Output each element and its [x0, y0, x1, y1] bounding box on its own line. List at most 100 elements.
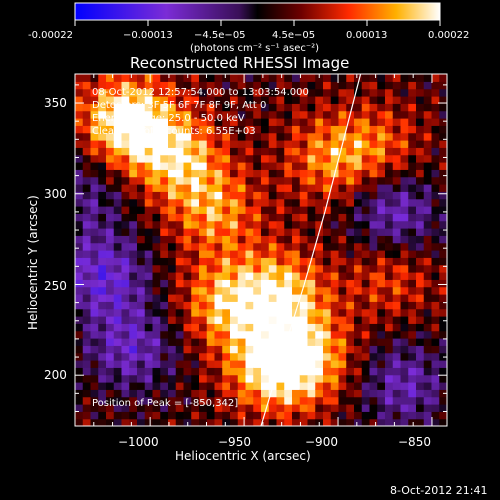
heatmap-cell: [75, 140, 84, 148]
x-tick-label-2: −950: [218, 435, 251, 449]
heatmap-cell: [137, 345, 146, 354]
heatmap-cell: [377, 316, 386, 324]
heatmap-cell: [183, 389, 192, 398]
heatmap-cell: [113, 360, 123, 368]
heatmap-cell: [346, 338, 355, 346]
heatmap-cell: [330, 272, 340, 280]
heatmap-cell: [431, 140, 440, 148]
heatmap-cell: [222, 389, 231, 398]
heatmap-cell: [268, 279, 278, 288]
heatmap-cell: [284, 169, 293, 178]
heatmap-cell: [292, 301, 301, 310]
heatmap-cell: [206, 330, 216, 339]
heatmap-cell: [175, 330, 185, 339]
heatmap-cell: [385, 279, 394, 288]
heatmap-cell: [98, 367, 107, 376]
heatmap-cell: [214, 154, 223, 163]
heatmap-cell: [222, 140, 231, 148]
heatmap-cell: [113, 382, 123, 390]
heatmap-cell: [75, 367, 84, 376]
heatmap-cell: [423, 103, 433, 112]
heatmap-cell: [284, 411, 293, 420]
heatmap-cell: [377, 242, 386, 251]
heatmap-cell: [230, 103, 239, 112]
heatmap-cell: [106, 301, 115, 310]
heatmap-cell: [284, 235, 293, 244]
heatmap-cell: [284, 132, 293, 141]
heatmap-cell: [206, 213, 216, 222]
heatmap-cell: [160, 235, 169, 244]
heatmap-cell: [431, 396, 440, 405]
heatmap-cell: [323, 286, 332, 295]
heatmap-cell: [206, 404, 216, 412]
heatmap-cell: [276, 184, 285, 192]
heatmap-cell: [385, 162, 394, 170]
heatmap-cell: [191, 352, 200, 361]
heatmap-cell: [330, 125, 340, 134]
heatmap-cell: [284, 184, 293, 192]
heatmap-cell: [75, 235, 84, 244]
heatmap-cell: [346, 418, 355, 426]
heatmap-cell: [299, 338, 309, 346]
heatmap-cell: [90, 352, 99, 361]
heatmap-cell: [354, 301, 363, 310]
heatmap-cell: [385, 374, 394, 383]
heatmap-cell: [144, 323, 154, 332]
heatmap-cell: [175, 382, 185, 390]
heatmap-cell: [199, 382, 208, 390]
heatmap-cell: [129, 389, 138, 398]
heatmap-cell: [82, 323, 92, 332]
heatmap-cell: [144, 206, 154, 214]
heatmap-cell: [284, 308, 293, 317]
heatmap-cell: [82, 360, 92, 368]
heatmap-cell: [284, 345, 293, 354]
heatmap-cell: [315, 118, 324, 126]
annotation-time-range: 08-Oct-2012 12:57:54.000 to 13:03:54.000: [92, 87, 309, 98]
heatmap-cell: [253, 279, 262, 288]
heatmap-cell: [152, 103, 161, 112]
heatmap-cell: [237, 301, 247, 310]
heatmap-cell: [214, 345, 223, 354]
heatmap-cell: [245, 242, 254, 251]
heatmap-cell: [237, 396, 247, 405]
heatmap-cell: [338, 88, 347, 97]
heatmap-cell: [284, 323, 293, 332]
heatmap-cell: [237, 272, 247, 280]
heatmap-cell: [129, 374, 138, 383]
heatmap-cell: [346, 125, 355, 134]
heatmap-cell: [400, 279, 409, 288]
heatmap-cell: [439, 272, 447, 280]
heatmap-cell: [237, 118, 247, 126]
heatmap-cell: [129, 330, 138, 339]
heatmap-cell: [385, 88, 394, 97]
heatmap-cell: [315, 360, 324, 368]
heatmap-cell: [439, 330, 447, 339]
heatmap-cell: [338, 191, 347, 200]
heatmap-cell: [392, 220, 402, 229]
heatmap-cell: [82, 81, 92, 90]
heatmap-cell: [354, 206, 363, 214]
heatmap-cell: [152, 184, 161, 192]
heatmap-cell: [214, 118, 223, 126]
heatmap-cell: [137, 330, 146, 339]
heatmap-cell: [183, 132, 192, 141]
heatmap-cell: [168, 396, 177, 405]
heatmap-cell: [137, 96, 146, 104]
heatmap-cell: [261, 213, 270, 222]
heatmap-cell: [299, 404, 309, 412]
heatmap-cell: [299, 418, 309, 426]
heatmap-cell: [160, 118, 169, 126]
heatmap-cell: [175, 235, 185, 244]
heatmap-cell: [392, 308, 402, 317]
heatmap-cell: [315, 389, 324, 398]
heatmap-cell: [392, 374, 402, 383]
heatmap-cell: [230, 272, 239, 280]
heatmap-cell: [191, 154, 200, 163]
heatmap-cell: [98, 374, 107, 383]
heatmap-cell: [237, 411, 247, 420]
heatmap-cell: [276, 250, 285, 258]
heatmap-cell: [408, 250, 417, 258]
heatmap-cell: [230, 301, 239, 310]
heatmap-cell: [292, 286, 301, 295]
heatmap-cell: [416, 184, 425, 192]
